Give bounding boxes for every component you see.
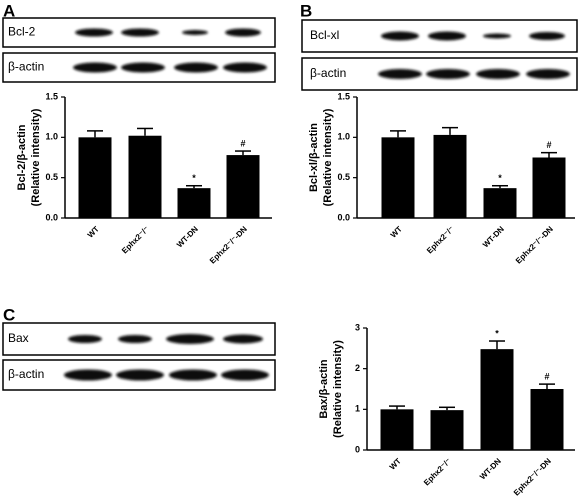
bar-annotation: * (498, 173, 502, 183)
blot-band (121, 28, 159, 37)
x-tick-group: WT-DN (481, 224, 506, 249)
blot-band (526, 69, 570, 79)
x-tick-group: Ephx2⁻/⁻-DN (514, 224, 555, 265)
x-tick-group: WT-DN (478, 456, 503, 481)
y-tick-label: 0.5 (45, 172, 58, 182)
x-tick-group: Ephx2⁻/⁻-DN (208, 224, 249, 265)
bar (380, 409, 414, 450)
y-tick-label: 1.0 (45, 132, 58, 142)
blot-band (121, 62, 165, 73)
x-tick-group: WT (389, 224, 404, 239)
blot-label: β-actin (8, 60, 44, 74)
blot-band (182, 30, 208, 35)
bar (177, 188, 211, 218)
y-tick-label: 1 (355, 404, 360, 414)
blot-label: Bcl-2 (8, 25, 36, 39)
blot-band (118, 335, 152, 343)
bar (381, 137, 415, 218)
blot-band (426, 69, 470, 79)
blot-label: Bcl-xl (310, 28, 339, 42)
bar (483, 188, 517, 218)
bar (430, 410, 464, 450)
bar-annotation: * (192, 173, 196, 183)
x-tick-group: Ephx2⁻/⁻ (425, 225, 456, 256)
bar (532, 157, 566, 218)
y-tick-label: 1.5 (337, 91, 350, 101)
blot-band (68, 335, 102, 343)
blot-band (476, 69, 520, 79)
y-axis-title: Bcl-xl/β-actin (308, 123, 320, 192)
x-tick-label: WT-DN (481, 224, 506, 249)
y-tick-label: 1.5 (45, 91, 58, 101)
y-axis-title: (Relative intensity) (322, 108, 334, 206)
x-tick-group: WT (86, 224, 101, 239)
x-tick-label: Ephx2⁻/⁻-DN (512, 456, 553, 497)
blot-band (221, 369, 269, 381)
y-axis-title: (Relative intensity) (332, 340, 344, 438)
x-tick-label: Ephx2⁻/⁻ (422, 457, 453, 488)
blot-band (64, 369, 112, 381)
blot-band (75, 28, 113, 37)
blot-band (116, 369, 164, 381)
bar (433, 134, 467, 218)
blot-band (166, 334, 214, 344)
bar (226, 155, 260, 218)
panel-label: A (3, 1, 15, 20)
panel-label: C (3, 305, 15, 324)
x-tick-label: WT (388, 456, 403, 471)
blot-band (483, 33, 511, 39)
blot-label: β-actin (310, 66, 346, 80)
blot-band (223, 62, 267, 73)
y-axis-title: (Relative intensity) (30, 108, 42, 206)
y-axis-title: Bax/β-actin (318, 359, 330, 419)
y-axis-title: Bcl-2/β-actin (16, 124, 28, 190)
x-tick-group: Ephx2⁻/⁻-DN (512, 456, 553, 497)
bar-annotation: * (495, 328, 499, 338)
y-tick-label: 0 (355, 444, 360, 454)
y-tick-label: 0.5 (337, 172, 350, 182)
x-tick-label: WT-DN (175, 224, 200, 249)
bar-annotation: # (544, 371, 549, 381)
bar (480, 349, 514, 450)
y-tick-label: 0.0 (45, 212, 58, 222)
blot-band (225, 28, 261, 37)
bar (128, 135, 162, 218)
bar-annotation: # (240, 138, 245, 148)
x-tick-group: WT-DN (175, 224, 200, 249)
x-tick-group: Ephx2⁻/⁻ (120, 225, 151, 256)
panel-label: B (300, 1, 312, 20)
blot-band (428, 31, 466, 41)
blot-label: β-actin (8, 367, 44, 381)
blot-band (223, 334, 263, 344)
y-tick-label: 1.0 (337, 132, 350, 142)
blot-label: Bax (8, 331, 29, 345)
blot-band (73, 62, 117, 73)
bar (78, 137, 112, 218)
x-tick-label: WT-DN (478, 456, 503, 481)
x-tick-label: WT (389, 224, 404, 239)
x-tick-label: Ephx2⁻/⁻ (120, 225, 151, 256)
x-tick-group: WT (388, 456, 403, 471)
y-tick-label: 2 (355, 363, 360, 373)
bar (530, 389, 564, 450)
blot-band (174, 62, 218, 73)
x-tick-label: Ephx2⁻/⁻-DN (208, 224, 249, 265)
x-tick-group: Ephx2⁻/⁻ (422, 457, 453, 488)
blot-band (529, 32, 565, 40)
x-tick-label: WT (86, 224, 101, 239)
bar-annotation: # (546, 140, 551, 150)
y-tick-label: 3 (355, 322, 360, 332)
x-tick-label: Ephx2⁻/⁻-DN (514, 224, 555, 265)
x-tick-label: Ephx2⁻/⁻ (425, 225, 456, 256)
blot-band (381, 31, 419, 41)
blot-band (378, 69, 422, 79)
blot-band (169, 369, 217, 381)
y-tick-label: 0.0 (337, 212, 350, 222)
